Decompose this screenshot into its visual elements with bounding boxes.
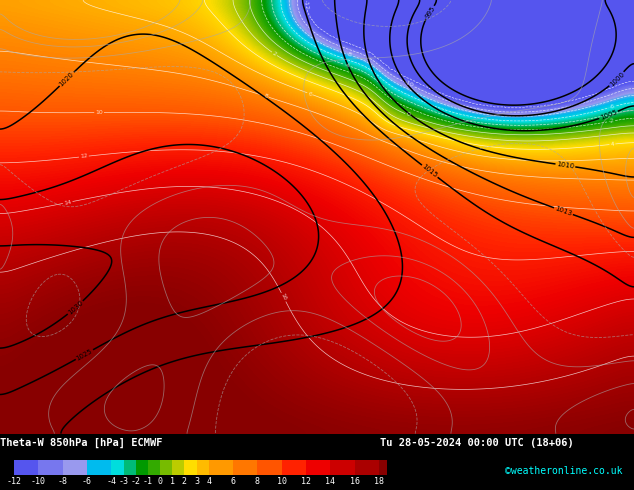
- Text: 1: 1: [170, 477, 175, 486]
- Bar: [306, 460, 330, 475]
- Text: Tu 28-05-2024 00:00 UTC (18+06): Tu 28-05-2024 00:00 UTC (18+06): [380, 438, 574, 448]
- Text: 6: 6: [231, 477, 236, 486]
- Bar: [172, 460, 184, 475]
- Text: 14: 14: [63, 199, 72, 206]
- Text: 18: 18: [374, 477, 384, 486]
- Text: 10: 10: [95, 110, 103, 115]
- Bar: [379, 460, 387, 475]
- Text: 4: 4: [610, 142, 614, 147]
- Text: -2: -2: [131, 477, 141, 486]
- Text: 16: 16: [280, 293, 288, 302]
- Bar: [112, 460, 124, 475]
- Bar: [38, 460, 63, 475]
- Text: 995: 995: [424, 5, 436, 20]
- Text: 6: 6: [307, 91, 313, 97]
- Bar: [257, 460, 281, 475]
- Bar: [281, 460, 306, 475]
- Text: -2: -2: [607, 118, 614, 124]
- Bar: [197, 460, 209, 475]
- Text: -6: -6: [609, 104, 616, 110]
- Text: -4: -4: [343, 62, 351, 69]
- Text: -6: -6: [82, 477, 92, 486]
- Bar: [87, 460, 112, 475]
- Text: 8: 8: [255, 477, 260, 486]
- Text: 2: 2: [182, 477, 187, 486]
- Text: 4: 4: [206, 477, 211, 486]
- Text: ©weatheronline.co.uk: ©weatheronline.co.uk: [505, 466, 623, 476]
- Text: 12: 12: [80, 154, 88, 159]
- Bar: [330, 460, 355, 475]
- Text: 2: 2: [271, 50, 278, 57]
- Bar: [233, 460, 257, 475]
- Bar: [148, 460, 160, 475]
- Text: -10: -10: [404, 80, 415, 89]
- Text: 14: 14: [325, 477, 335, 486]
- Bar: [136, 460, 148, 475]
- Text: -3: -3: [119, 477, 129, 486]
- Text: -10: -10: [31, 477, 46, 486]
- Text: -8: -8: [346, 51, 353, 58]
- Bar: [184, 460, 197, 475]
- Text: Theta-W 850hPa [hPa] ECMWF: Theta-W 850hPa [hPa] ECMWF: [0, 438, 162, 448]
- Text: 8: 8: [264, 94, 269, 99]
- Text: -4: -4: [107, 477, 116, 486]
- Text: 1010: 1010: [556, 161, 575, 170]
- Text: 1020: 1020: [58, 71, 75, 87]
- Text: 3: 3: [194, 477, 199, 486]
- Text: -1: -1: [143, 477, 153, 486]
- Bar: [160, 460, 172, 475]
- Bar: [355, 460, 379, 475]
- Text: 1015: 1015: [421, 163, 439, 179]
- Text: 0: 0: [405, 112, 411, 118]
- Bar: [124, 460, 136, 475]
- Text: 1030: 1030: [67, 299, 84, 316]
- Text: 10: 10: [277, 477, 287, 486]
- Text: 12: 12: [301, 477, 311, 486]
- Text: -12: -12: [303, 0, 309, 10]
- Text: 1013: 1013: [554, 205, 573, 217]
- Text: -12: -12: [6, 477, 22, 486]
- Bar: [63, 460, 87, 475]
- Text: 1000: 1000: [608, 71, 625, 88]
- Text: 0: 0: [157, 477, 162, 486]
- Bar: [209, 460, 233, 475]
- Text: 1025: 1025: [75, 347, 94, 362]
- Text: 16: 16: [350, 477, 359, 486]
- Text: 1005: 1005: [599, 109, 618, 121]
- Bar: [14, 460, 38, 475]
- Text: -8: -8: [58, 477, 68, 486]
